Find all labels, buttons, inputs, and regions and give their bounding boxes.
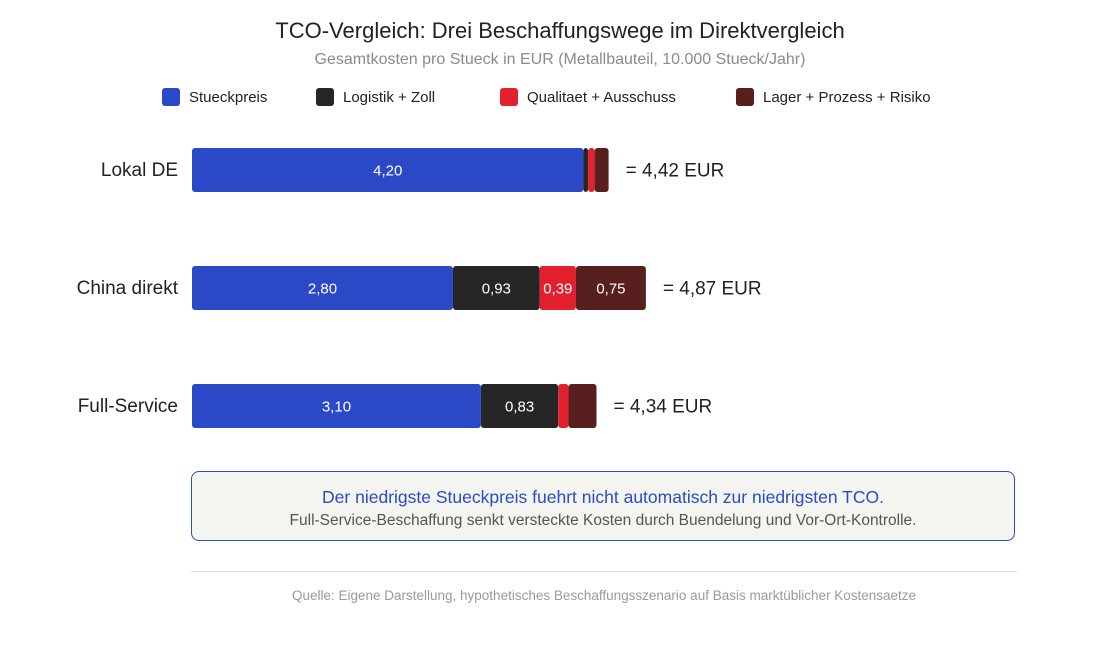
bar-china-direkt-series-0	[192, 266, 453, 310]
bar-value-china-direkt-series-3: 0,75	[596, 281, 625, 298]
legend-label-qualitaet: Qualitaet + Ausschuss	[527, 88, 676, 106]
bar-china-direkt-series-2	[539, 266, 576, 310]
category-label-lokal-de: Lokal DE	[101, 160, 178, 181]
source-note: Quelle: Eigene Darstellung, hypothetisch…	[291, 588, 917, 603]
bar-value-full-service-series-0: 3,10	[322, 399, 351, 416]
total-label-china-direkt: = 4,87 EUR	[663, 279, 762, 300]
legend-label-logistik: Logistik + Zoll	[343, 88, 436, 106]
bar-full-service-series-2	[558, 384, 569, 428]
insight-box: Der niedrigste Stueckpreis fuehrt nicht …	[191, 471, 1015, 541]
legend-swatch-stueckpreis	[162, 88, 180, 106]
legend-item-logistik: Logistik + Zoll	[316, 88, 435, 106]
legend-swatch-lager	[736, 88, 754, 106]
bar-value-china-direkt-series-1: 0,93	[482, 281, 511, 298]
legend-item-lager: Lager + Prozess + Risiko	[736, 88, 931, 106]
insight-headline: Der niedrigste Stueckpreis fuehrt nicht …	[322, 487, 884, 507]
bar-value-china-direkt-series-0: 2,80	[308, 281, 337, 298]
stacked-bar-chart: Lokal DE 4,20 = 4,42 EUR China direkt 2,80 0,…	[77, 148, 762, 428]
category-label-china-direkt: China direkt	[77, 278, 179, 299]
chart-legend: Stueckpreis Logistik + Zoll Qualitaet + …	[0, 88, 1120, 110]
bar-value-china-direkt-series-2: 0,39	[543, 281, 572, 298]
bar-lokal-de-series-3	[594, 148, 609, 192]
legend-label-stueckpreis: Stueckpreis	[189, 88, 268, 106]
bar-full-service-series-3	[568, 384, 597, 428]
bar-china-direkt-series-3	[575, 266, 646, 310]
total-label-lokal-de: = 4,42 EUR	[626, 161, 725, 182]
legend-swatch-logistik	[316, 88, 334, 106]
bar-full-service-series-0	[192, 384, 481, 428]
bar-lokal-de-series-2	[588, 148, 595, 192]
bar-value-lokal-de-series-0: 4,20	[373, 163, 402, 180]
chart-subtitle: Gesamtkosten pro Stueck in EUR (Metallba…	[314, 51, 806, 68]
chart-title: TCO-Vergleich: Drei Beschaffungswege im …	[275, 18, 845, 43]
bar-lokal-de-series-0	[192, 148, 584, 192]
bar-china-direkt-series-1	[452, 266, 540, 310]
legend-item-stueckpreis: Stueckpreis	[162, 88, 267, 106]
bar-full-service-series-1	[480, 384, 559, 428]
total-label-full-service: = 4,34 EUR	[613, 397, 712, 418]
category-label-full-service: Full-Service	[78, 396, 178, 417]
divider	[191, 571, 1017, 572]
legend-label-lager: Lager + Prozess + Risiko	[763, 88, 931, 106]
legend-swatch-qualitaet	[500, 88, 518, 106]
bar-lokal-de-series-1	[583, 148, 589, 192]
legend-item-qualitaet: Qualitaet + Ausschuss	[500, 88, 676, 106]
bar-value-full-service-series-1: 0,83	[505, 399, 534, 416]
insight-text: Full-Service-Beschaffung senkt versteckt…	[289, 512, 917, 529]
